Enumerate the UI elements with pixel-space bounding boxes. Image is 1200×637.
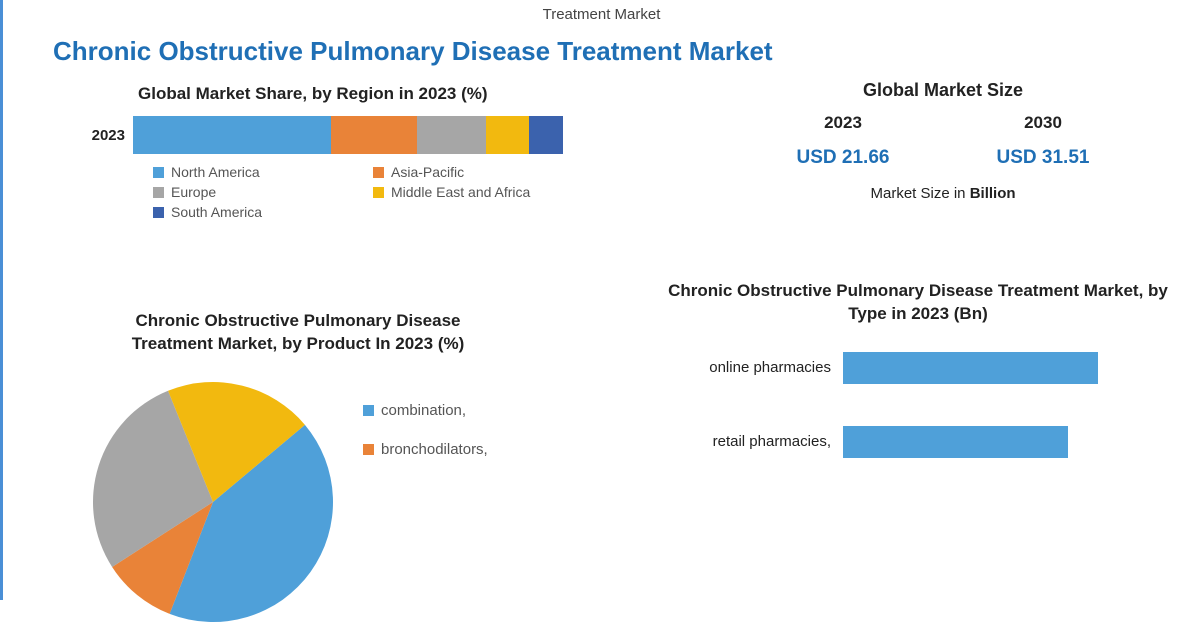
type-bar — [843, 352, 1098, 384]
legend-swatch-icon — [373, 167, 384, 178]
legend-swatch-icon — [153, 207, 164, 218]
page-title: Chronic Obstructive Pulmonary Disease Tr… — [53, 36, 773, 67]
legend-label: South America — [171, 204, 262, 220]
legend-label: Asia-Pacific — [391, 164, 464, 180]
region-share-title: Global Market Share, by Region in 2023 (… — [138, 84, 603, 104]
market-size-unit-bold: Billion — [970, 185, 1016, 202]
legend-swatch-icon — [363, 444, 374, 455]
region-legend-item: Europe — [153, 184, 373, 200]
legend-swatch-icon — [363, 405, 374, 416]
market-size-unit-prefix: Market Size in — [870, 185, 969, 202]
type-bar-label: retail pharmacies, — [663, 433, 843, 450]
region-seg-north-america — [133, 116, 331, 154]
region-share-bar — [133, 116, 563, 154]
region-share-row: 2023 — [83, 116, 603, 154]
top-subtitle: Treatment Market — [3, 6, 1200, 23]
market-size-col-0: 2023 USD 21.66 — [763, 113, 923, 169]
legend-swatch-icon — [153, 187, 164, 198]
type-bar-label: online pharmacies — [663, 359, 843, 376]
product-pie-chart — [83, 372, 343, 632]
region-share-year-label: 2023 — [83, 127, 133, 144]
legend-swatch-icon — [373, 187, 384, 198]
product-pie-svg — [83, 372, 343, 632]
market-size-col-1: 2030 USD 31.51 — [963, 113, 1123, 169]
pie-legend-item: bronchodilators, — [363, 441, 543, 458]
market-size-value-0: USD 21.66 — [763, 147, 923, 169]
market-size-block: Global Market Size 2023 USD 21.66 2030 U… — [743, 80, 1143, 202]
region-legend-item: Middle East and Africa — [373, 184, 593, 200]
region-seg-europe — [417, 116, 486, 154]
legend-label: bronchodilators, — [381, 441, 488, 458]
market-size-unit: Market Size in Billion — [743, 185, 1143, 202]
product-pie-title: Chronic Obstructive Pulmonary Disease Tr… — [123, 310, 473, 356]
legend-label: combination, — [381, 402, 466, 419]
region-seg-asia-pacific — [331, 116, 417, 154]
region-seg-south-america — [529, 116, 563, 154]
region-legend-item: Asia-Pacific — [373, 164, 593, 180]
legend-swatch-icon — [153, 167, 164, 178]
pie-legend-item: combination, — [363, 402, 543, 419]
type-bar — [843, 426, 1068, 458]
region-legend-item: South America — [153, 204, 373, 220]
legend-label: Middle East and Africa — [391, 184, 530, 200]
type-bar-row: retail pharmacies, — [663, 426, 1173, 458]
market-size-value-1: USD 31.51 — [963, 147, 1123, 169]
region-share-legend: North America Asia-Pacific Europe Middle Ea… — [153, 164, 603, 224]
product-pie-block: Chronic Obstructive Pulmonary Disease Tr… — [83, 310, 643, 632]
region-legend-item: North America — [153, 164, 373, 180]
region-seg-middle-east-and-africa — [486, 116, 529, 154]
market-size-year-1: 2030 — [963, 113, 1123, 133]
type-bar-track — [843, 426, 1143, 458]
type-bars-title: Chronic Obstructive Pulmonary Disease Tr… — [663, 280, 1173, 326]
market-size-year-0: 2023 — [763, 113, 923, 133]
type-bars-rows: online pharmacies retail pharmacies, — [663, 352, 1173, 458]
product-pie-legend: combination, bronchodilators, — [363, 402, 543, 480]
type-bar-track — [843, 352, 1143, 384]
legend-label: North America — [171, 164, 260, 180]
type-bar-row: online pharmacies — [663, 352, 1173, 384]
type-bars-block: Chronic Obstructive Pulmonary Disease Tr… — [663, 280, 1173, 500]
region-share-chart: Global Market Share, by Region in 2023 (… — [83, 84, 603, 224]
market-size-title: Global Market Size — [743, 80, 1143, 101]
legend-label: Europe — [171, 184, 216, 200]
